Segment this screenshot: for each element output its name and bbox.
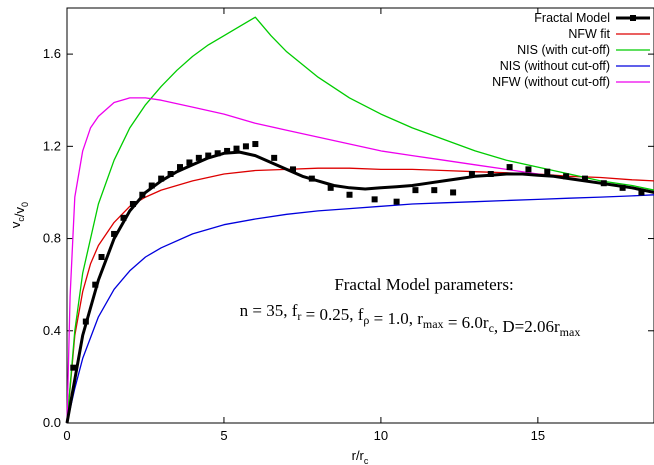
data-point [393, 198, 400, 205]
data-point [544, 168, 551, 175]
ticks-layer: 0 5 10 15 0.0 0.4 0.8 1.2 1.6 [43, 8, 654, 443]
data-point [487, 171, 494, 177]
x-axis-label: r/rc [352, 448, 369, 465]
y-axis-label: vc/v0 [8, 202, 30, 228]
data-point [167, 171, 174, 177]
data-point [242, 143, 249, 150]
data-point [233, 145, 240, 152]
data-point [327, 184, 334, 191]
x-tick-label: 5 [220, 428, 227, 443]
data-point [371, 196, 378, 203]
data-point [98, 254, 105, 260]
legend-marker [630, 15, 636, 21]
data-point [619, 184, 626, 191]
data-point [177, 164, 184, 171]
data-point [148, 182, 155, 189]
legend-label: Fractal Model [534, 11, 610, 25]
x-tick-label: 0 [63, 428, 70, 443]
data-point [290, 166, 297, 173]
data-point [158, 175, 165, 182]
data-point [139, 191, 146, 198]
data-point [271, 154, 278, 161]
data-point [431, 187, 438, 194]
data-point [638, 189, 645, 196]
series-line-nfw-without-cut-off [66, 97, 654, 424]
data-point [111, 230, 118, 237]
data-point [468, 171, 475, 177]
x-tick-label: 15 [531, 428, 545, 443]
y-tick-label: 0.4 [43, 323, 61, 338]
legend-label: NIS (with cut-off) [517, 43, 610, 57]
legend-label: NFW fit [568, 27, 610, 41]
legend: Fractal Model NFW fit NIS (with cut-off) NI… [492, 11, 650, 89]
data-point [252, 141, 259, 148]
data-point [308, 175, 315, 182]
series-line-nfw-fit [66, 167, 654, 424]
data-point [224, 147, 231, 154]
y-tick-label: 0.8 [43, 231, 61, 246]
y-tick-label: 1.2 [43, 138, 61, 153]
data-point [581, 175, 588, 182]
data-point [186, 159, 193, 166]
data-point [214, 150, 221, 157]
data-point [412, 187, 419, 194]
annotation-params: n = 35, fr = 0.25, fρ = 1.0, rmax = 6.0r… [240, 301, 581, 339]
data-point [129, 200, 136, 207]
x-tick-label: 10 [374, 428, 388, 443]
data-point [195, 154, 202, 161]
y-tick-label: 0.0 [43, 415, 61, 430]
series-line-nis-without-cut-off [66, 194, 654, 424]
data-point [205, 152, 212, 159]
series-line-nis-with-cut-off [66, 16, 654, 424]
data-point [82, 318, 89, 325]
data-point [346, 191, 353, 198]
plot-frame [66, 7, 654, 424]
y-tick-label: 1.6 [43, 46, 61, 61]
legend-label: NIS (without cut-off) [500, 59, 610, 73]
data-point [120, 214, 127, 221]
data-point [70, 364, 77, 371]
series-layer [65, 16, 654, 424]
data-point [525, 166, 532, 173]
data-point [450, 189, 457, 196]
data-point [92, 281, 99, 288]
annotation-title: Fractal Model parameters: [334, 275, 513, 294]
data-point [506, 164, 513, 171]
data-point [600, 180, 607, 187]
legend-label: NFW (without cut-off) [492, 75, 610, 89]
data-point [563, 173, 570, 180]
